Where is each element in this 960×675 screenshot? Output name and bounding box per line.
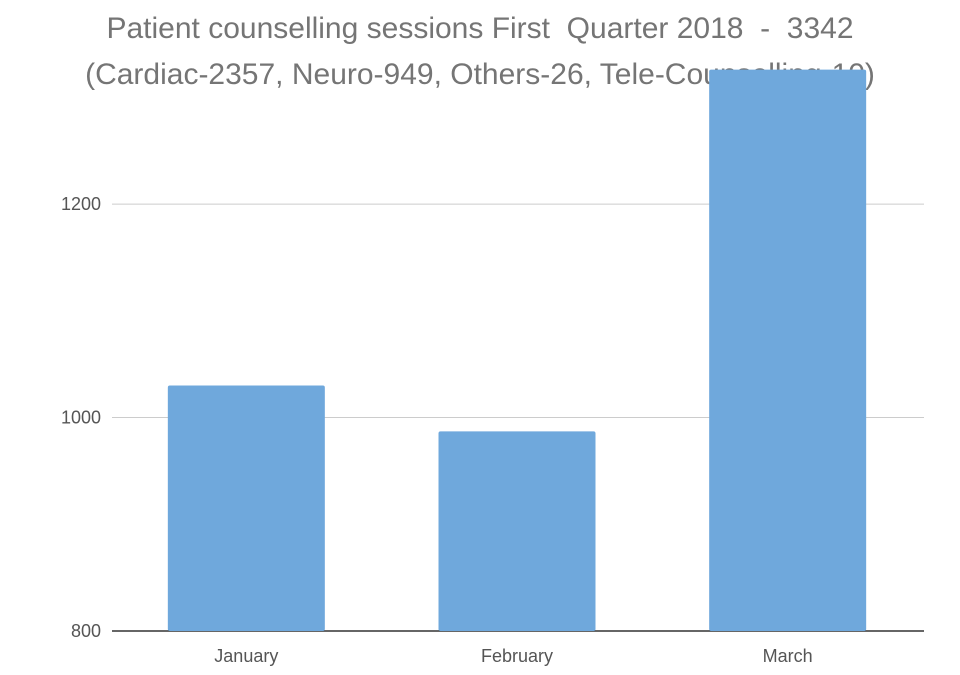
- bar-february: [438, 431, 596, 631]
- bar-january: [167, 385, 325, 631]
- x-category-label: January: [214, 646, 278, 666]
- y-axis-ticks: 800 1000 1200: [61, 194, 101, 641]
- chart-title: Patient counselling sessions First Quart…: [106, 12, 854, 45]
- y-tick-label: 1000: [61, 408, 101, 428]
- x-category-label: February: [481, 646, 553, 666]
- x-axis-categories: January February March: [214, 646, 812, 666]
- y-tick-label: 1200: [61, 194, 101, 214]
- bar-march: [709, 69, 867, 631]
- y-tick-label: 800: [71, 621, 101, 641]
- bars: [167, 69, 867, 631]
- chart-subtitle: (Cardiac-2357, Neuro-949, Others-26, Tel…: [85, 58, 875, 91]
- x-category-label: March: [763, 646, 813, 666]
